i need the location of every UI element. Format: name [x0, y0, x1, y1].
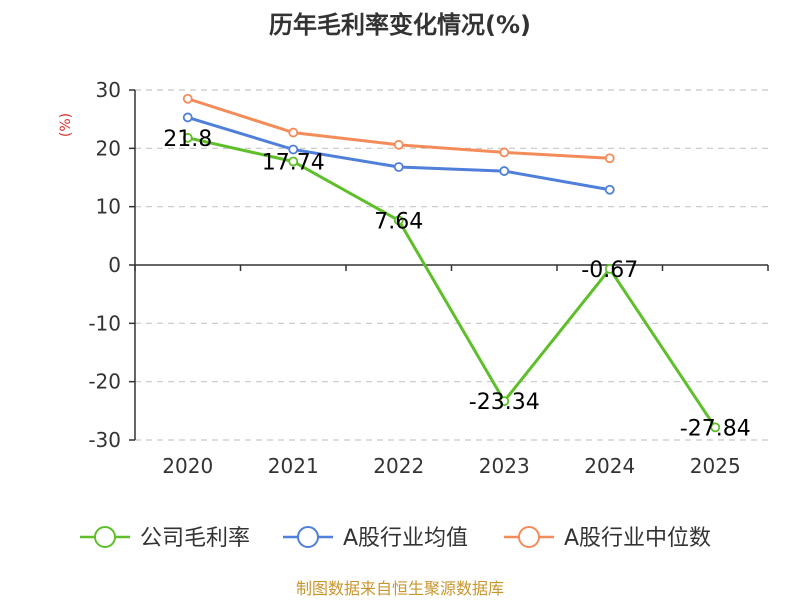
data-label: 17.74: [262, 151, 325, 176]
x-tick-label: 2020: [162, 454, 213, 478]
data-point: [604, 153, 615, 164]
x-tick-label: 2022: [373, 454, 424, 478]
x-tick-label: 2024: [584, 454, 635, 478]
chart-title: 历年毛利率变化情况(%): [269, 11, 531, 39]
legend-label: A股行业中位数: [564, 526, 711, 551]
data-point: [604, 184, 615, 195]
legend-item[interactable]: A股行业中位数: [504, 526, 711, 551]
y-tick-label: 0: [108, 253, 121, 277]
data-point: [499, 166, 510, 176]
data-label: -27.84: [680, 416, 751, 441]
y-tick-label: -30: [88, 428, 121, 452]
data-labels: 21.8 17.74 7.64 -23.34 -0.67 -27.84: [163, 127, 750, 442]
data-label: 21.8: [163, 127, 212, 152]
x-tick-label: 2021: [268, 454, 319, 478]
legend-item[interactable]: 公司毛利率: [80, 526, 250, 551]
y-tick-label: 10: [96, 195, 121, 219]
legend-marker-icon: [518, 526, 540, 548]
series-0: [182, 132, 721, 433]
data-point: [710, 422, 721, 433]
data-label: -0.67: [581, 258, 638, 283]
series-1: [182, 112, 615, 195]
data-point: [182, 93, 193, 104]
series-layer: [182, 93, 721, 433]
data-point: [182, 112, 193, 123]
series-line: [187, 136, 717, 429]
x-axis-ticks: 2020 2021 2022 2023 2024 2025: [134, 265, 769, 478]
legend-item[interactable]: A股行业均值: [283, 526, 468, 551]
data-point: [604, 264, 615, 274]
legend: 公司毛利率 A股行业均值 A股行业中位数: [80, 526, 711, 551]
data-point: [288, 127, 299, 138]
legend-label: A股行业均值: [343, 526, 468, 551]
y-tick-label: -10: [88, 311, 121, 335]
data-point: [499, 396, 510, 407]
data-point: [288, 144, 299, 155]
y-tick-label: -20: [88, 370, 121, 394]
legend-label: 公司毛利率: [140, 526, 250, 551]
data-point: [393, 215, 404, 226]
series-2: [182, 93, 615, 164]
data-point: [393, 162, 404, 172]
y-tick-label: 30: [96, 78, 121, 102]
y-tick-label: 20: [96, 136, 121, 160]
y-axis-ticks: 30 20 10 0 -10 -20 -30: [88, 78, 135, 452]
x-tick-label: 2025: [690, 454, 741, 478]
legend-marker-icon: [94, 526, 116, 548]
x-tick-label: 2023: [479, 454, 530, 478]
source-note: 制图数据来自恒生聚源数据库: [296, 579, 504, 598]
data-point: [499, 147, 510, 158]
data-point: [182, 132, 193, 143]
data-label: 7.64: [374, 209, 423, 234]
data-point: [393, 139, 404, 150]
data-point: [288, 156, 299, 167]
data-label: -23.34: [469, 390, 540, 415]
legend-marker-icon: [297, 526, 319, 548]
y-axis-label: (%): [58, 113, 74, 137]
